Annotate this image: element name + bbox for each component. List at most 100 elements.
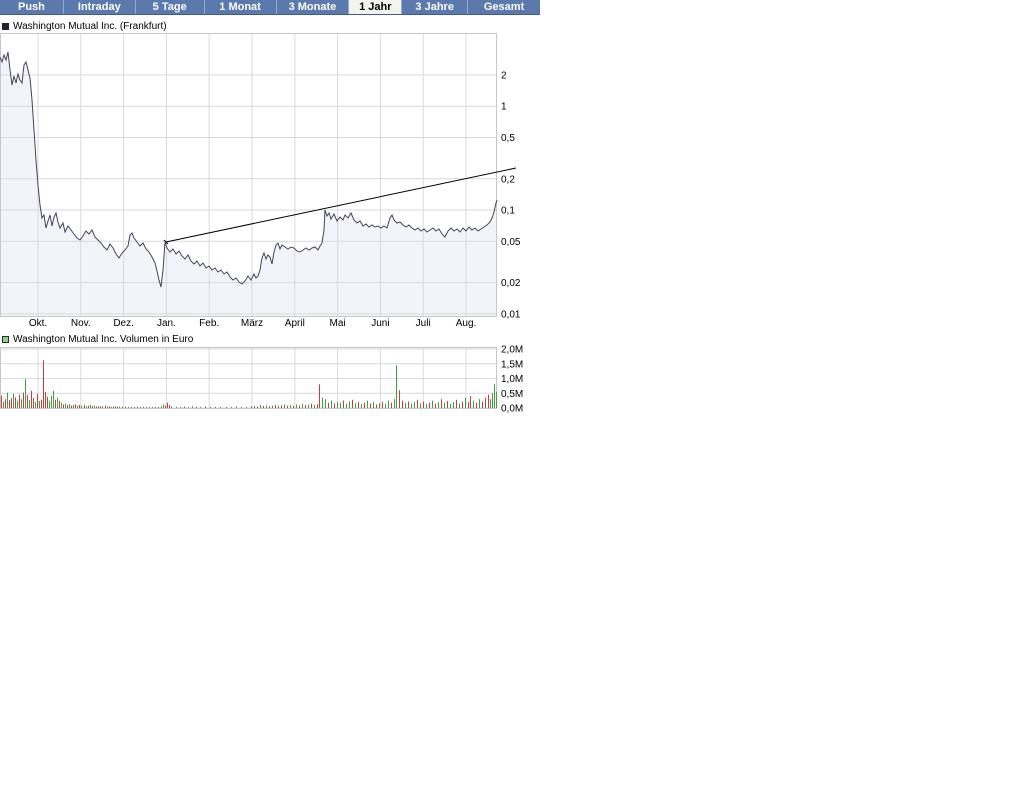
volume-bar: [98, 405, 99, 408]
price-ytick-1: 1: [501, 102, 507, 113]
volume-bar: [55, 399, 56, 408]
trend-line-anchor-tick: [163, 239, 169, 245]
x-axis-label-juli: Juli: [415, 318, 431, 329]
volume-bar: [67, 405, 68, 408]
volume-bar: [322, 397, 323, 408]
volume-bar: [43, 360, 44, 408]
x-axis-label-feb: Feb.: [199, 318, 220, 329]
volume-bar: [465, 397, 466, 408]
volume-bar: [49, 400, 50, 408]
volume-bar: [494, 383, 495, 408]
vol-ytick-2,0M: 2,0M: [501, 345, 523, 356]
volume-bar: [391, 402, 392, 408]
volume-bar: [1, 395, 2, 408]
x-axis-label-dez: Dez.: [113, 318, 134, 329]
volume-bar: [31, 390, 32, 408]
volume-bar: [358, 402, 359, 408]
volume-bar: [476, 402, 477, 408]
volume-bar: [86, 406, 87, 408]
volume-bar: [81, 405, 82, 408]
volume-bar: [51, 395, 52, 408]
volume-bar: [308, 404, 309, 408]
price-chart-legend: Washington Mutual Inc. (Frankfurt): [2, 21, 167, 32]
tab-5-tage[interactable]: 5 Tage: [136, 0, 205, 14]
volume-bar: [305, 405, 306, 408]
volume-bar: [293, 405, 294, 408]
volume-bar: [11, 398, 12, 408]
volume-bar: [7, 392, 8, 408]
volume-bar: [459, 403, 460, 408]
volume-bar: [325, 399, 326, 408]
volume-bar: [167, 402, 168, 408]
volume-bar: [349, 401, 350, 408]
volume-bar: [275, 405, 276, 408]
volume-bar: [5, 399, 6, 408]
volume-bar: [311, 403, 312, 408]
volume-bar: [479, 399, 480, 408]
volume-bar: [334, 403, 335, 408]
volume-bar: [331, 400, 332, 408]
tab-1-monat[interactable]: 1 Monat: [205, 0, 277, 14]
tab-push[interactable]: Push: [0, 0, 64, 14]
volume-bar: [128, 407, 129, 408]
volume-bar: [246, 406, 247, 408]
volume-bar: [405, 402, 406, 408]
volume-bar: [278, 405, 279, 408]
tab-3-jahre[interactable]: 3 Jahre: [402, 0, 469, 14]
volume-bar: [287, 405, 288, 408]
volume-bar: [417, 399, 418, 408]
vol-ytick-0,0M: 0,0M: [501, 404, 523, 415]
volume-bar: [155, 406, 156, 408]
volume-bar: [122, 406, 123, 408]
volume-bar: [485, 397, 486, 408]
vol-ytick-1,0M: 1,0M: [501, 374, 523, 385]
price-ytick-0,5: 0,5: [501, 133, 515, 144]
volume-bar: [77, 405, 78, 408]
volume-bar: [180, 407, 181, 408]
volume-bar: [188, 407, 189, 408]
volume-bar: [411, 403, 412, 408]
volume-bar: [314, 405, 315, 408]
volume-bar: [364, 402, 365, 408]
x-axis-label-april: April: [284, 318, 305, 329]
volume-bar: [379, 403, 380, 408]
volume-bar: [302, 403, 303, 408]
x-axis-label-okt: Okt.: [28, 318, 48, 329]
period-tab-bar: Push Intraday 5 Tage 1 Monat 3 Monate 1 Jahr 3…: [0, 0, 540, 15]
volume-bar: [496, 391, 497, 408]
volume-bar: [488, 394, 489, 408]
volume-bar: [73, 405, 74, 408]
tab-1-jahr[interactable]: 1 Jahr: [349, 0, 403, 14]
volume-bar: [435, 403, 436, 408]
volume-bar: [370, 403, 371, 408]
x-axis-label-jan: Jan.: [156, 318, 176, 329]
volume-bar: [470, 396, 471, 408]
volume-bar: [450, 403, 451, 408]
volume-bar: [69, 404, 70, 408]
volume-bar: [105, 405, 106, 408]
volume-bar: [426, 403, 427, 408]
volume-bar: [113, 406, 114, 408]
vol-ytick-0,5M: 0,5M: [501, 389, 523, 400]
volume-bar: [241, 407, 242, 408]
volume-bar: [3, 401, 4, 408]
tab-intraday[interactable]: Intraday: [64, 0, 136, 14]
volume-bar: [215, 406, 216, 408]
volume-bar: [266, 405, 267, 408]
volume-bar: [134, 407, 135, 408]
price-series-swatch-icon: [2, 23, 9, 30]
volume-bar: [169, 405, 170, 408]
volume-bar: [226, 406, 227, 408]
volume-bar: [441, 399, 442, 408]
volume-bar: [299, 405, 300, 408]
volume-bar: [27, 395, 28, 408]
volume-bar: [165, 405, 166, 408]
tab-3-monate[interactable]: 3 Monate: [277, 0, 350, 14]
volume-bar: [192, 406, 193, 408]
volume-bar: [115, 406, 116, 408]
volume-bar: [361, 403, 362, 408]
volume-bar: [352, 399, 353, 408]
volume-bar: [96, 406, 97, 408]
tab-gesamt[interactable]: Gesamt: [483, 1, 525, 13]
